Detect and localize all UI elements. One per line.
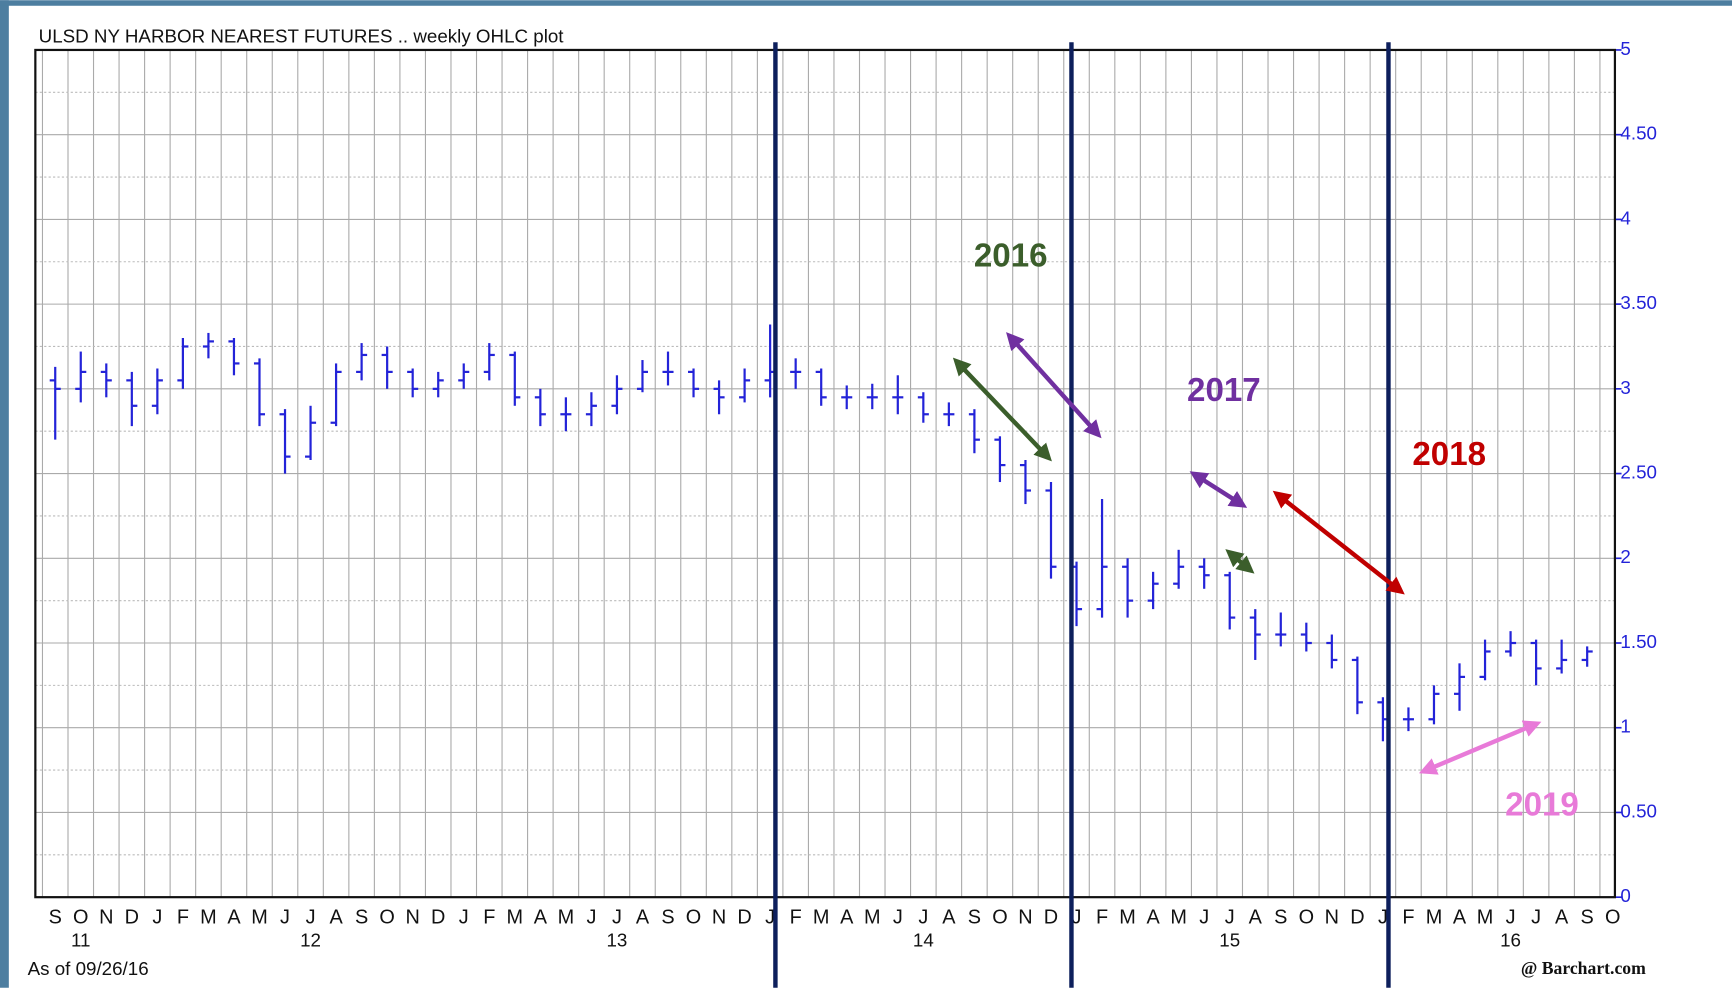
x-tick-label: J [459,906,469,928]
x-tick-label: J [893,906,903,928]
frame-top [0,0,1732,6]
x-tick-label: M [507,906,524,928]
year-label: 14 [913,929,934,950]
y-tick-label: 0 [1620,885,1630,906]
x-tick-label: A [534,906,548,928]
x-tick-label: O [686,906,701,928]
x-tick-label: N [1325,906,1339,928]
x-tick-label: N [1018,906,1032,928]
x-tick-label: M [251,906,268,928]
x-tick-label: F [483,906,495,928]
plot-frame [34,48,1617,899]
annotation: 2016 [974,237,1048,274]
arrow [1272,490,1405,595]
x-tick-label: A [1249,906,1263,928]
x-tick-label: A [1146,906,1160,928]
year-label: 16 [1500,929,1521,950]
frame-left [0,0,9,988]
annotation: 2017 [1187,372,1261,409]
x-tick-label: A [636,906,650,928]
x-tick-label: N [712,906,726,928]
x-tick-label: J [152,906,162,928]
x-tick-label: J [1072,906,1082,928]
x-tick-label: F [790,906,802,928]
year-label: 13 [607,929,628,950]
x-tick-label: J [765,906,775,928]
y-tick-label: 5 [1620,38,1630,59]
x-tick-label: F [177,906,189,928]
x-tick-label: J [1378,906,1388,928]
x-tick-label: J [280,906,290,928]
y-tick-label: 3.50 [1620,292,1657,313]
x-tick-label: S [1581,906,1594,928]
x-tick-label: J [918,906,928,928]
x-tick-label: D [125,906,139,928]
arrow [1189,471,1248,508]
x-tick-label: S [355,906,368,928]
x-tick-label: M [864,906,881,928]
x-tick-label: O [1605,906,1620,928]
x-tick-label: N [406,906,420,928]
x-tick-label: J [612,906,622,928]
x-tick-label: A [329,906,343,928]
x-tick-label: A [1453,906,1467,928]
y-tick-label: 2.50 [1620,462,1657,483]
y-tick-label: 1 [1620,716,1630,737]
x-tick-label: A [1555,906,1569,928]
x-tick-label: M [1119,906,1136,928]
x-tick-label: N [99,906,113,928]
x-tick-label: F [1402,906,1414,928]
y-tick-label: 4.50 [1620,123,1657,144]
x-tick-label: M [1477,906,1494,928]
arrow [952,357,1052,462]
footnote: As of 09/26/16 [28,958,149,979]
x-tick-label: J [1199,906,1209,928]
arrow [1006,332,1102,439]
chart-title: ULSD NY HARBOR NEAREST FUTURES .. weekly… [39,26,565,47]
x-tick-label: M [200,906,217,928]
x-tick-label: S [1274,906,1287,928]
x-tick-label: J [306,906,316,928]
x-tick-label: O [73,906,88,928]
x-tick-label: O [992,906,1007,928]
x-tick-label: J [1531,906,1541,928]
x-tick-label: D [1350,906,1364,928]
year-label: 15 [1219,929,1240,950]
source: @ Barchart.com [1521,958,1646,978]
x-tick-label: F [1096,906,1108,928]
x-tick-label: D [431,906,445,928]
x-tick-label: O [379,906,394,928]
y-tick-label: 1.50 [1620,631,1657,652]
x-tick-label: D [1044,906,1058,928]
year-label: 11 [71,929,90,950]
y-tick-label: 2 [1620,546,1630,567]
x-tick-label: J [1506,906,1516,928]
x-tick-label: M [813,906,830,928]
x-tick-label: A [942,906,956,928]
x-tick-label: M [1170,906,1187,928]
x-tick-label: M [1426,906,1443,928]
x-tick-label: S [49,906,62,928]
x-tick-label: D [737,906,751,928]
arrow [1418,720,1542,775]
annotation: 2018 [1412,436,1486,473]
x-tick-label: S [968,906,981,928]
x-tick-label: J [586,906,596,928]
x-tick-label: J [1225,906,1235,928]
x-tick-label: S [661,906,674,928]
y-tick-label: 4 [1620,207,1630,228]
x-tick-label: A [227,906,241,928]
x-tick-label: O [1299,906,1314,928]
y-tick-label: 0.50 [1620,800,1657,821]
x-tick-label: M [558,906,575,928]
annotation: 2019 [1505,786,1579,823]
y-tick-label: 3 [1620,377,1630,398]
arrow [1225,549,1255,574]
x-tick-label: A [840,906,854,928]
year-label: 12 [300,929,321,950]
